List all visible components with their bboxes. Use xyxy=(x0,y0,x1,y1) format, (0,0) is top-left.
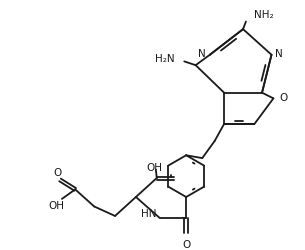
Text: NH₂: NH₂ xyxy=(254,10,274,20)
Text: H₂N: H₂N xyxy=(155,54,175,64)
Text: O: O xyxy=(182,240,190,250)
Text: OH: OH xyxy=(48,200,64,210)
Text: OH: OH xyxy=(147,162,163,172)
Text: O: O xyxy=(279,93,287,103)
Text: N: N xyxy=(198,49,206,59)
Text: O: O xyxy=(53,168,61,178)
Text: HN: HN xyxy=(141,209,157,219)
Text: N: N xyxy=(275,49,283,59)
